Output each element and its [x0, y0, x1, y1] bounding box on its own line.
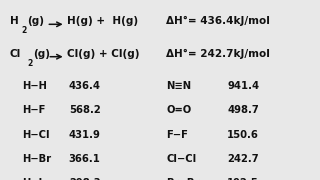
Text: 568.2: 568.2	[69, 105, 100, 115]
Text: Br−Br: Br−Br	[166, 178, 200, 180]
Text: Cl: Cl	[10, 49, 21, 59]
Text: 2: 2	[22, 26, 27, 35]
Text: ΔH°= 242.7kJ/mol: ΔH°= 242.7kJ/mol	[166, 49, 270, 59]
Text: H(g) +  H(g): H(g) + H(g)	[67, 16, 138, 26]
Text: H−H: H−H	[22, 81, 47, 91]
Text: Cl−Cl: Cl−Cl	[166, 154, 196, 164]
Text: H−Cl: H−Cl	[22, 130, 50, 140]
Text: N≡N: N≡N	[166, 81, 192, 91]
Text: 366.1: 366.1	[69, 154, 101, 164]
Text: ΔH°= 436.4kJ/mol: ΔH°= 436.4kJ/mol	[166, 16, 270, 26]
Text: 941.4: 941.4	[227, 81, 259, 91]
Text: 436.4: 436.4	[69, 81, 101, 91]
Text: (g): (g)	[33, 49, 50, 59]
Text: O=O: O=O	[166, 105, 192, 115]
Text: F−F: F−F	[166, 130, 188, 140]
Text: (g): (g)	[27, 16, 44, 26]
Text: H−Br: H−Br	[22, 154, 52, 164]
Text: Cl(g) + Cl(g): Cl(g) + Cl(g)	[67, 49, 139, 59]
Text: 298.3: 298.3	[69, 178, 100, 180]
Text: H−I: H−I	[22, 178, 43, 180]
Text: 242.7: 242.7	[227, 154, 259, 164]
Text: 192.5: 192.5	[227, 178, 259, 180]
Text: 150.6: 150.6	[227, 130, 259, 140]
Text: 431.9: 431.9	[69, 130, 101, 140]
Text: H: H	[10, 16, 18, 26]
Text: 2: 2	[27, 58, 32, 68]
Text: H−F: H−F	[22, 105, 46, 115]
Text: 498.7: 498.7	[227, 105, 259, 115]
